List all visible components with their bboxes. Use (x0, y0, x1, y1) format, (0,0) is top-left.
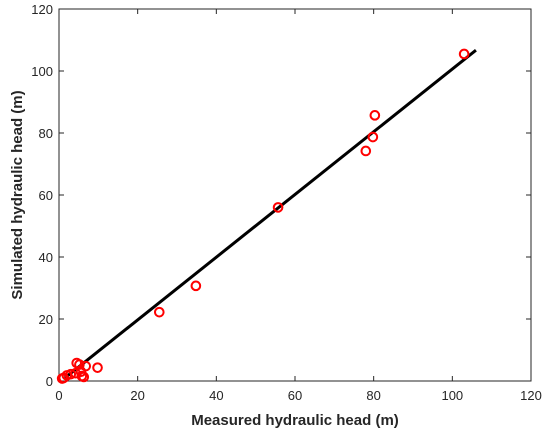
data-points-series (56, 48, 470, 384)
data-point (458, 48, 470, 60)
data-point (272, 202, 284, 213)
x-tick-label: 20 (130, 388, 144, 403)
y-tick-label: 100 (31, 64, 53, 79)
y-tick-label: 20 (39, 312, 53, 327)
x-tick-label: 120 (520, 388, 542, 403)
x-tick-label: 0 (55, 388, 62, 403)
y-tick-label: 60 (39, 188, 53, 203)
x-axis-ticks: 0 20 40 60 80 100 120 (55, 9, 542, 403)
data-point (74, 359, 85, 370)
y-axis-title: Simulated hydraulic head (m) (9, 90, 26, 299)
data-point (65, 368, 77, 380)
data-point (360, 145, 372, 157)
data-point (70, 367, 81, 379)
x-tick-label: 100 (441, 388, 463, 403)
y-tick-label: 40 (39, 250, 53, 265)
x-axis-title: Measured hydraulic head (m) (191, 412, 399, 429)
data-point (80, 360, 92, 372)
y-tick-label: 120 (31, 2, 53, 17)
fit-line (63, 49, 477, 380)
data-point (369, 110, 381, 121)
x-tick-label: 60 (288, 388, 302, 403)
y-axis-ticks: 0 20 40 60 80 100 120 (31, 2, 531, 389)
data-point (154, 306, 165, 318)
y-tick-label: 80 (39, 126, 53, 141)
y-tick-label: 0 (46, 374, 53, 389)
x-tick-label: 40 (209, 388, 223, 403)
data-point (92, 362, 103, 373)
x-tick-label: 80 (366, 388, 380, 403)
data-point (190, 280, 202, 292)
fit-line-series (63, 49, 477, 380)
data-point (78, 371, 90, 383)
data-point (367, 131, 379, 143)
